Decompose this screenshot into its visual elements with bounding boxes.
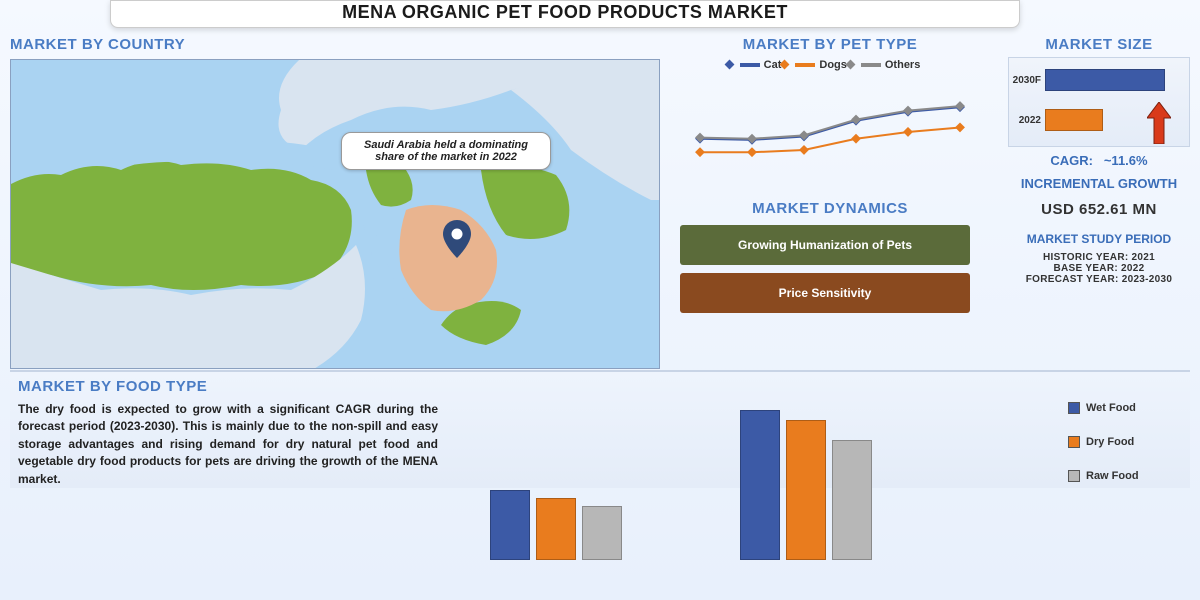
line-marker [695,133,705,143]
legend-item: Dry Food [1068,436,1178,448]
line-marker [747,134,757,144]
dynamics-driver: Growing Humanization of Pets [680,225,970,265]
study-line: HISTORIC YEAR: 2021 [1008,252,1190,263]
legend-label: Others [885,59,920,71]
cagr-value: ~11.6% [1104,153,1148,168]
legend-item: Others [861,59,920,71]
pet-type-chart [690,77,970,187]
size-bar-label: 2030F [1009,75,1045,86]
size-bar-label: 2022 [1009,115,1045,126]
bar [536,498,576,560]
line-marker [903,106,913,116]
food-type-panel: MARKET BY FOOD TYPE The dry food is expe… [10,370,1190,488]
line-marker [955,101,965,111]
bar-group [490,490,622,560]
line-series [700,107,960,140]
legend-label: Dogs [819,59,847,71]
bar [786,420,826,560]
legend-item: Dogs [795,59,847,71]
map-panel: MARKET BY COUNTRY Saudi Arabia held a do… [10,36,662,369]
line-marker [851,115,861,125]
pet-type-panel: MARKET BY PET TYPE Cat Dogs Others [680,36,980,192]
legend-label: Raw Food [1086,470,1139,482]
map-svg [11,60,660,369]
line-marker [851,134,861,144]
legend-item: Cat [740,59,782,71]
line-marker [695,147,705,157]
legend-item: Wet Food [1068,402,1178,414]
bar [582,506,622,560]
size-bar [1045,69,1165,91]
incremental-value: USD 652.61 MN [1008,201,1190,218]
market-size-chart: 2030F 2022 [1008,57,1190,147]
bar [832,440,872,560]
study-line: FORECAST YEAR: 2023-2030 [1008,274,1190,285]
bar [490,490,530,560]
map-section-title: MARKET BY COUNTRY [10,36,662,53]
food-type-description: The dry food is expected to grow with a … [18,401,438,488]
line-marker [903,127,913,137]
line-marker [747,147,757,157]
map-box: Saudi Arabia held a dominating share of … [10,59,660,369]
line-marker [955,122,965,132]
map-mena-north-africa [11,161,352,290]
bar-group [740,410,872,560]
legend-label: Dry Food [1086,436,1134,448]
study-line: BASE YEAR: 2022 [1008,263,1190,274]
legend-swatch [795,63,815,67]
legend-swatch [861,63,881,67]
pet-type-title: MARKET BY PET TYPE [680,36,980,53]
legend-label: Cat [764,59,782,71]
legend-item: Raw Food [1068,470,1178,482]
market-size-panel: MARKET SIZE 2030F 2022 CAGR: ~11.6% INCRE… [1008,36,1190,285]
size-bar [1045,109,1103,131]
size-bar-row: 2030F [1009,68,1189,92]
study-period-title: MARKET STUDY PERIOD [1008,232,1190,246]
market-size-title: MARKET SIZE [1008,36,1190,53]
page-title: MENA ORGANIC PET FOOD PRODUCTS MARKET [110,0,1020,28]
dynamics-title: MARKET DYNAMICS [680,200,980,217]
dynamics-restraint: Price Sensitivity [680,273,970,313]
cagr-label: CAGR: [1050,153,1093,168]
legend-swatch [1068,470,1080,482]
food-type-chart [460,400,1020,560]
map-callout: Saudi Arabia held a dominating share of … [341,132,551,170]
bar [740,410,780,560]
legend-swatch [1068,402,1080,414]
incremental-title: INCREMENTAL GROWTH [1008,176,1190,191]
pet-type-legend: Cat Dogs Others [680,59,980,71]
line-marker [799,130,809,140]
food-type-legend: Wet Food Dry Food Raw Food [1068,402,1178,504]
dynamics-panel: MARKET DYNAMICS Growing Humanization of … [680,200,980,313]
map-pin-icon [443,220,471,263]
legend-label: Wet Food [1086,402,1136,414]
line-marker [799,145,809,155]
size-bar-row: 2022 [1009,108,1189,132]
legend-swatch [1068,436,1080,448]
cagr-line: CAGR: ~11.6% [1008,153,1190,168]
food-type-title: MARKET BY FOOD TYPE [18,378,1190,395]
legend-swatch [740,63,760,67]
